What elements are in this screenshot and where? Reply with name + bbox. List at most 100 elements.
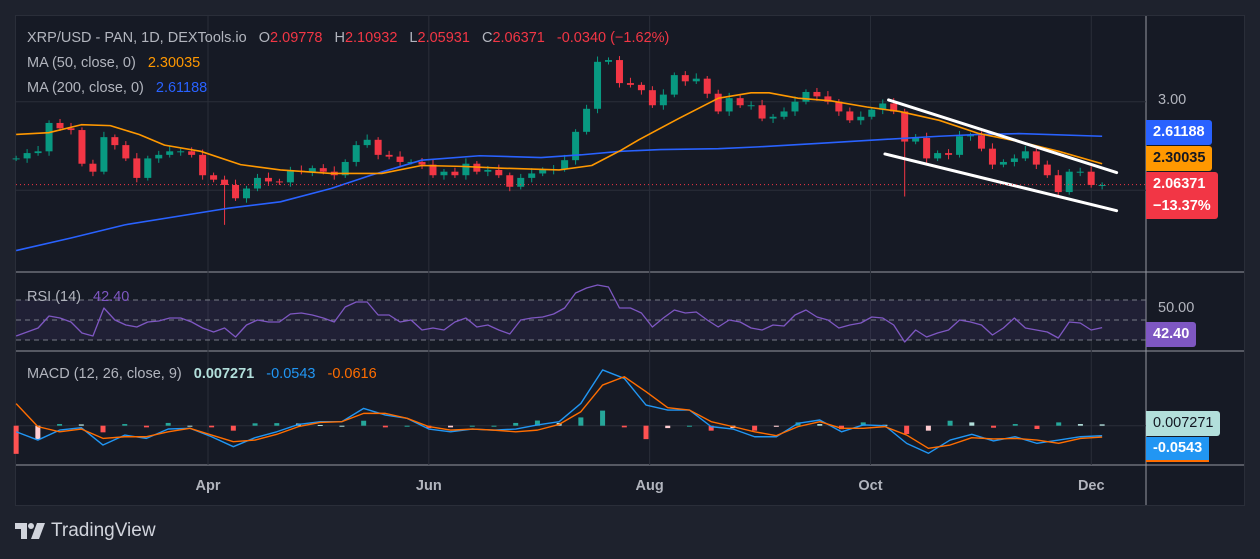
high-value: 2.10932 [344,30,398,46]
macd-histogram-bar [35,425,41,440]
candle-down [111,137,119,146]
candle-up [363,139,371,146]
macd-histogram-bar [643,425,649,440]
macd-histogram-bar [904,425,910,434]
ma50-legend[interactable]: MA (50, close, 0) 2.30035 [27,54,200,72]
candle-up [12,158,20,160]
ma200-axis-label: 2.61188 [1146,120,1212,145]
candle-up [999,161,1007,165]
candle-up [956,136,964,155]
macd-histogram-bar [1056,422,1062,426]
candle-down [736,98,744,106]
rsi-band [16,300,1146,340]
time-tick-oct: Oct [858,478,883,494]
macd-histogram-bar [78,424,84,426]
candle-down [714,93,722,112]
macd-histogram-bar [165,422,171,426]
candle-up [177,151,185,153]
macd-line-value: -0.0543 [266,366,316,382]
macd-histogram-bar [578,417,584,426]
macd-signal-value: -0.0616 [327,366,377,382]
macd-legend[interactable]: MACD (12, 26, close, 9) 0.007271 -0.0543… [27,365,377,383]
price-tick-3: 3.00 [1158,92,1187,108]
candle-down [210,175,218,180]
rsi-axis-label: 42.40 [1146,322,1197,347]
candle-down [89,163,97,172]
change-value: -0.0340 [556,30,607,46]
change-percent: (−1.62%) [610,30,670,46]
candle-down [56,122,64,129]
candle-down [846,111,854,121]
macd-histogram-bar [1099,424,1105,426]
symbol-legend: XRP/USD - PAN, 1D, DEXTools.io O2.09778 … [27,29,669,47]
candle-down [637,84,645,91]
candle-down [199,154,207,176]
candle-down [890,103,898,112]
macd-histogram-bar [230,425,236,431]
candle-up [517,177,525,187]
tradingview-logo-icon [15,523,45,539]
candle-down [429,164,437,176]
macd-histogram-bar [817,424,823,426]
candle-down [1054,175,1062,193]
rsi-legend[interactable]: RSI (14) 42.40 [27,288,129,306]
candle-down [626,83,634,85]
symbol-title: XRP/USD - PAN, 1D, DEXTools.io [27,30,247,46]
candle-up [341,161,349,176]
macd-histogram-bar [13,425,19,454]
macd-histogram-bar [100,425,106,433]
candle-down [988,148,996,165]
candle-up [1065,171,1073,193]
macd-histogram-bar [708,425,714,431]
candle-down [923,138,931,159]
macd-histogram-bar [382,425,388,428]
macd-histogram-bar [1012,424,1018,426]
candle-up [605,60,613,62]
candle-up [166,151,174,155]
ma50-line [16,92,1103,175]
candle-up [583,108,591,132]
candle-up [769,116,777,119]
macd-histogram-bar [252,423,258,426]
candle-down [78,130,86,164]
candle-up [407,161,415,163]
candle-down [67,128,75,131]
macd-histogram-bar [513,422,519,426]
candle-up [23,153,31,159]
candle-up [802,91,810,102]
candle-up [144,158,152,178]
candle-up [670,75,678,95]
candle-down [977,135,985,149]
candle-up [1010,158,1018,162]
candle-up [243,188,251,199]
candle-up [34,151,42,154]
candle-up [692,78,700,82]
candle-down [122,145,130,159]
macd-histogram-bar [621,425,627,428]
tradingview-logo[interactable]: TradingView [15,520,156,542]
close-value: 2.06371 [492,30,545,46]
candle-up [780,111,788,117]
macd-histogram-bar [339,425,345,427]
macd-histogram-bar [1077,424,1083,426]
candle-down [451,171,459,176]
macd-histogram-bar [534,420,540,426]
macd-histogram-bar [860,422,866,426]
candle-up [934,153,942,159]
candle-up [100,137,108,172]
candle-down [264,177,272,182]
rsi-value: 42.40 [93,289,130,305]
macd-histogram-bar [274,423,280,426]
macd-histogram-bar [752,425,758,431]
macd-histogram-bar [209,425,215,428]
macd-hist-value: 0.007271 [193,366,255,382]
candle-down [319,168,327,172]
candle-up [352,145,360,162]
candle-up [440,171,448,176]
macd-signal-line [15,376,1103,450]
candle-up [912,138,920,142]
ma50-label: MA (50, close, 0) [27,55,136,71]
ma200-legend[interactable]: MA (200, close, 0) 2.61188 [27,79,207,97]
candle-up [1076,171,1084,173]
